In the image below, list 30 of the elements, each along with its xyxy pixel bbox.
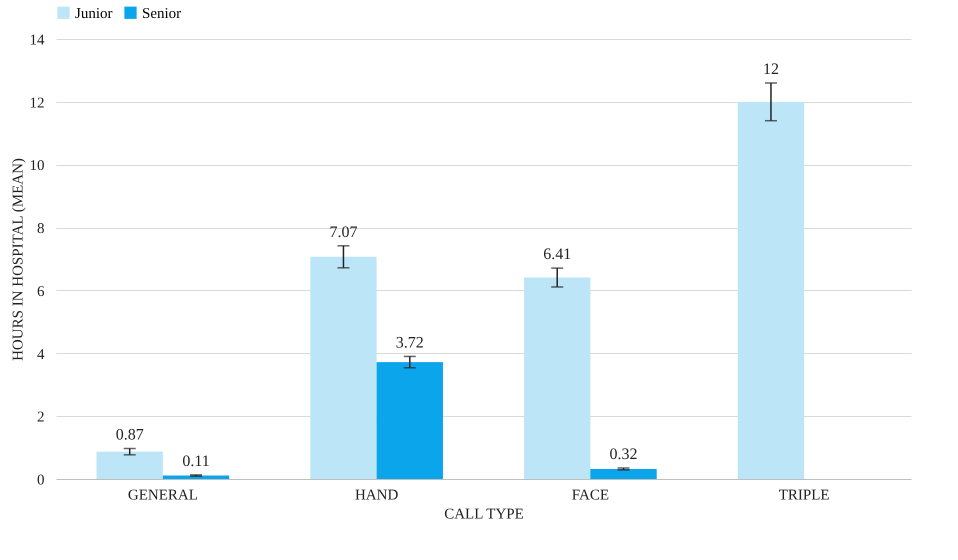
y-tick-label: 4 — [37, 346, 45, 363]
legend-label: Senior — [142, 6, 182, 22]
y-tick-label: 0 — [37, 472, 44, 488]
y-tick-label: 6 — [37, 284, 45, 300]
data-label: 0.32 — [610, 446, 638, 463]
y-tick-label: 14 — [30, 32, 45, 48]
legend-label: Junior — [75, 6, 113, 22]
data-label: 7.07 — [329, 224, 358, 241]
x-tick-label: FACE — [572, 488, 609, 504]
x-tick-label: HAND — [354, 488, 398, 504]
y-tick-label: 10 — [30, 158, 44, 174]
bar — [524, 278, 590, 479]
data-label: 6.41 — [543, 246, 572, 264]
x-tick-label: TRIPLE — [778, 488, 830, 504]
bar — [590, 468, 657, 479]
data-label: 0.87 — [116, 426, 144, 444]
data-label: 0.11 — [182, 452, 210, 470]
data-label: 12 — [762, 61, 779, 78]
bar — [310, 256, 377, 479]
x-axis-title: CALL TYPE — [444, 506, 524, 522]
y-tick-label: 8 — [37, 221, 44, 238]
bar — [376, 362, 443, 479]
bar — [96, 452, 163, 479]
y-tick-label: 2 — [37, 410, 44, 426]
y-axis-title: HOURS IN HOSPITAL (MEAN) — [10, 158, 26, 361]
x-tick-label: GENERAL — [128, 488, 198, 504]
y-tick-label: 12 — [30, 95, 44, 112]
bar — [162, 476, 230, 479]
bar — [738, 102, 804, 479]
data-label: 3.72 — [396, 334, 424, 352]
